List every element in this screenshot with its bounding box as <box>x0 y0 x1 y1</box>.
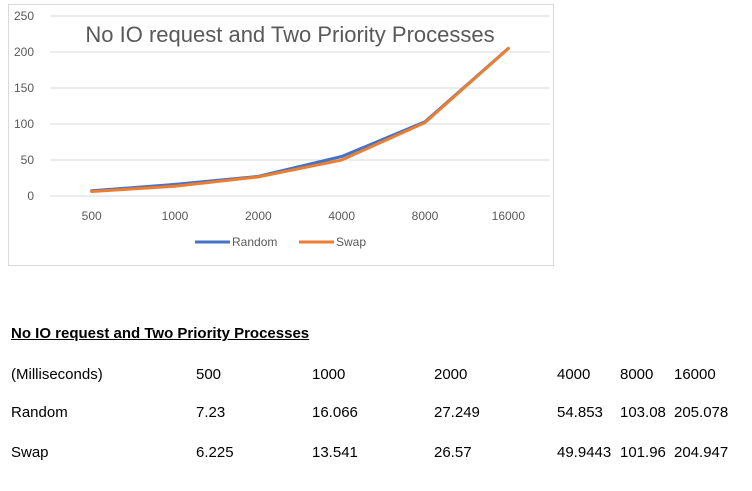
table-header-cell: 4000 <box>557 366 591 383</box>
table-header-cell: 16000 <box>674 366 716 383</box>
chart-area: No IO request and Two Priority Processes… <box>8 4 554 266</box>
table-cell: 54.853 <box>557 404 603 421</box>
table-cell-row-label: Swap <box>11 444 49 461</box>
y-tick-label: 200 <box>14 45 34 59</box>
table-cell: 7.23 <box>196 404 226 421</box>
legend-label-swap: Swap <box>336 235 366 249</box>
y-tick-label: 150 <box>14 81 34 95</box>
table-cell: 204.947 <box>674 444 729 461</box>
y-tick-label: 50 <box>21 153 35 167</box>
table-header-cell: 8000 <box>620 366 654 383</box>
y-tick-label: 100 <box>14 117 34 131</box>
series-lines <box>90 46 510 194</box>
x-tick-label: 500 <box>82 209 102 223</box>
table-cell: 49.9443 <box>557 444 612 461</box>
table-title: No IO request and Two Priority Processes <box>11 325 310 342</box>
table-header-cell: 2000 <box>434 366 468 383</box>
y-axis-ticks: 250 200 150 100 50 0 <box>14 9 34 203</box>
x-tick-label: 16000 <box>492 209 526 223</box>
table-cell: 101.96 <box>620 444 666 461</box>
table-cell: 26.57 <box>434 444 472 461</box>
table-header-cell: 1000 <box>312 366 346 383</box>
chart-title: No IO request and Two Priority Processes <box>85 22 494 47</box>
x-tick-label: 8000 <box>412 209 439 223</box>
table-header-cell: (Milliseconds) <box>11 366 103 383</box>
x-axis-ticks: 500 1000 2000 4000 8000 16000 <box>82 209 526 223</box>
x-tick-label: 1000 <box>162 209 189 223</box>
line-chart: No IO request and Two Priority Processes… <box>14 9 550 249</box>
table-cell: 6.225 <box>196 444 234 461</box>
x-tick-label: 4000 <box>328 209 355 223</box>
y-tick-label: 0 <box>27 189 34 203</box>
table-cell: 205.078 <box>674 404 729 421</box>
table-cell: 27.249 <box>434 404 480 421</box>
table-cell-row-label: Random <box>11 404 68 421</box>
table-cell: 13.541 <box>312 444 358 461</box>
legend: Random Swap <box>195 235 366 249</box>
table-header-cell: 500 <box>196 366 222 383</box>
x-tick-label: 2000 <box>245 209 272 223</box>
series-line-swap <box>90 46 510 194</box>
legend-label-random: Random <box>232 235 277 249</box>
gridlines <box>50 15 550 197</box>
table-cell: 16.066 <box>312 404 358 421</box>
table-cell: 103.08 <box>620 404 666 421</box>
y-tick-label: 250 <box>14 9 34 23</box>
